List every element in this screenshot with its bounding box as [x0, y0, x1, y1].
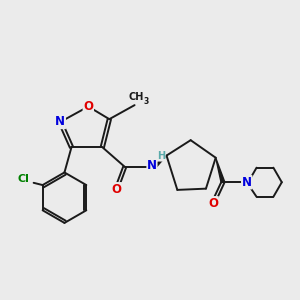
- Text: N: N: [55, 116, 65, 128]
- Text: Cl: Cl: [18, 174, 30, 184]
- Text: N: N: [147, 159, 157, 172]
- Polygon shape: [216, 158, 225, 183]
- Text: CH: CH: [128, 92, 144, 102]
- Text: 3: 3: [144, 97, 149, 106]
- Text: O: O: [111, 183, 121, 196]
- Text: H: H: [157, 151, 165, 161]
- Text: N: N: [242, 176, 252, 189]
- Text: O: O: [208, 197, 218, 210]
- Polygon shape: [153, 156, 166, 168]
- Text: O: O: [83, 100, 93, 113]
